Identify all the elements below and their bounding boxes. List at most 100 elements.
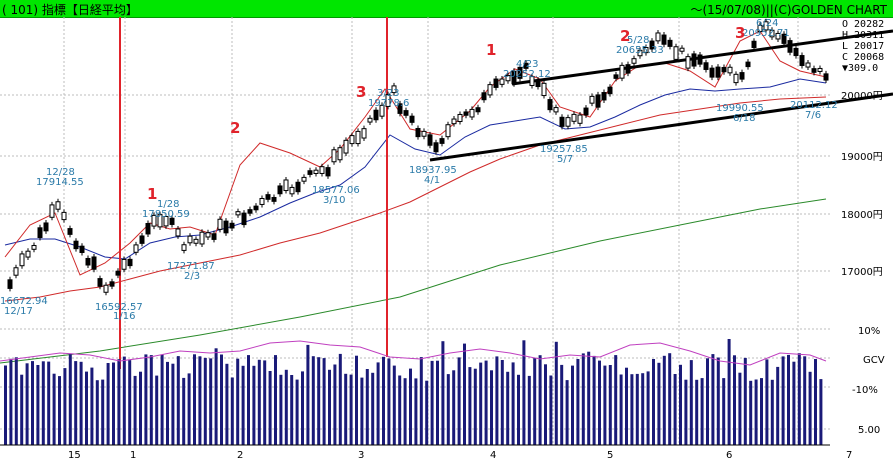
candle-body xyxy=(793,47,799,57)
candle-body xyxy=(715,66,721,78)
candle-body xyxy=(445,124,451,138)
gcv-bar xyxy=(614,355,618,445)
x-tick-label: 6 xyxy=(726,450,732,460)
gcv-bar xyxy=(625,367,628,445)
gcv-bar xyxy=(630,374,634,445)
candle-body xyxy=(253,205,259,211)
gcv-bar xyxy=(274,355,277,445)
x-tick-label: 3 xyxy=(358,450,364,460)
candle-body xyxy=(337,147,343,161)
candle-body xyxy=(139,235,145,244)
candle-body xyxy=(127,258,133,267)
candle-body xyxy=(427,134,433,146)
candle-body xyxy=(73,240,79,250)
gcv-bar xyxy=(284,369,288,445)
gcv-bar xyxy=(122,356,126,445)
candle-body xyxy=(325,167,331,177)
gcv-bar xyxy=(90,367,94,445)
gcv-bar xyxy=(608,365,612,445)
gcv-bar xyxy=(25,363,29,445)
candle-body xyxy=(553,107,559,113)
candle-body xyxy=(727,66,733,74)
gcv-bar xyxy=(581,353,585,445)
gcv-bar xyxy=(711,354,715,445)
candle-body xyxy=(307,170,313,175)
candle-body xyxy=(625,64,631,74)
candle-body xyxy=(277,185,283,195)
candle-body xyxy=(103,284,109,293)
candle-body xyxy=(181,244,187,251)
candle-body xyxy=(235,211,241,216)
gcv-bar xyxy=(527,375,531,445)
gcv-bar xyxy=(490,370,493,445)
candle-body xyxy=(289,186,295,195)
candle-body xyxy=(97,278,103,287)
gcv-bar xyxy=(9,358,13,445)
gcv-bar xyxy=(814,359,817,445)
gcv-bar xyxy=(452,370,456,445)
date-label: 4/1 xyxy=(424,175,440,186)
candle-body xyxy=(673,46,679,60)
gcv-bar xyxy=(549,375,553,445)
date-label: 4/23 xyxy=(516,59,538,70)
candle-body xyxy=(757,24,763,32)
gcv-bar xyxy=(63,368,67,445)
price-label: 20655.33 xyxy=(616,45,664,56)
gcv-bar xyxy=(473,368,477,445)
gcv-bar xyxy=(716,357,720,445)
price-label: 19257.85 xyxy=(540,144,588,155)
x-tick-label: 4 xyxy=(490,450,496,460)
price-label: 16672.94 xyxy=(0,296,48,307)
candle-body xyxy=(61,211,67,221)
gcv-bars xyxy=(4,339,823,445)
ohlc-readout: O 20282 H 20311 L 20017 C 20068 ▼309.0 xyxy=(842,19,884,74)
gcv-bar xyxy=(128,360,132,445)
candle-body xyxy=(541,82,547,97)
gcv-bar xyxy=(52,373,56,445)
candle-body xyxy=(583,107,589,116)
candle-body xyxy=(619,64,625,79)
gcv-bar xyxy=(4,365,7,445)
gcv-bar xyxy=(684,379,688,445)
candle-body xyxy=(787,40,793,53)
candle-body xyxy=(613,74,619,79)
gcv-title: GCV xyxy=(863,355,885,366)
candle-body xyxy=(457,113,463,123)
candle-body xyxy=(409,115,415,123)
candle-body xyxy=(571,113,577,122)
candle-body xyxy=(37,227,43,239)
gcv-bar xyxy=(295,379,299,445)
wave-label: 2 xyxy=(230,119,240,137)
gcv-bar xyxy=(47,361,51,445)
date-label: 6/24 xyxy=(756,18,778,29)
price-axis: 20000円 19000円 18000円 17000円 xyxy=(841,91,883,278)
candle-body xyxy=(31,245,37,250)
candle-body xyxy=(247,209,253,214)
wave-labels: 1 2 3 1 2 3 xyxy=(147,24,745,203)
candle-body xyxy=(721,66,727,73)
date-label: 1/16 xyxy=(113,311,135,322)
gcv-bar xyxy=(457,357,461,445)
candle-body xyxy=(43,222,49,232)
gcv-bar xyxy=(787,354,790,445)
candle-body xyxy=(799,55,805,66)
gcv-bar xyxy=(106,363,110,445)
gcv-bar xyxy=(328,369,331,445)
candle-body xyxy=(421,130,427,137)
candle-body xyxy=(469,108,475,118)
candle-body xyxy=(187,235,193,244)
gcv-bar xyxy=(679,364,682,445)
candle-body xyxy=(175,228,181,237)
gcv-bar xyxy=(425,380,429,445)
candle-body xyxy=(169,217,175,225)
candle-body xyxy=(499,78,505,85)
ma-short-line xyxy=(4,78,827,260)
candle-body xyxy=(133,244,139,253)
gcv-bar xyxy=(371,372,375,445)
gcv-bar xyxy=(85,371,88,445)
gcv-bar xyxy=(144,354,148,445)
gcv-bar xyxy=(198,356,202,445)
gcv-bar xyxy=(522,340,526,445)
gcv-bar xyxy=(187,373,191,445)
gcv-bar xyxy=(279,374,283,445)
